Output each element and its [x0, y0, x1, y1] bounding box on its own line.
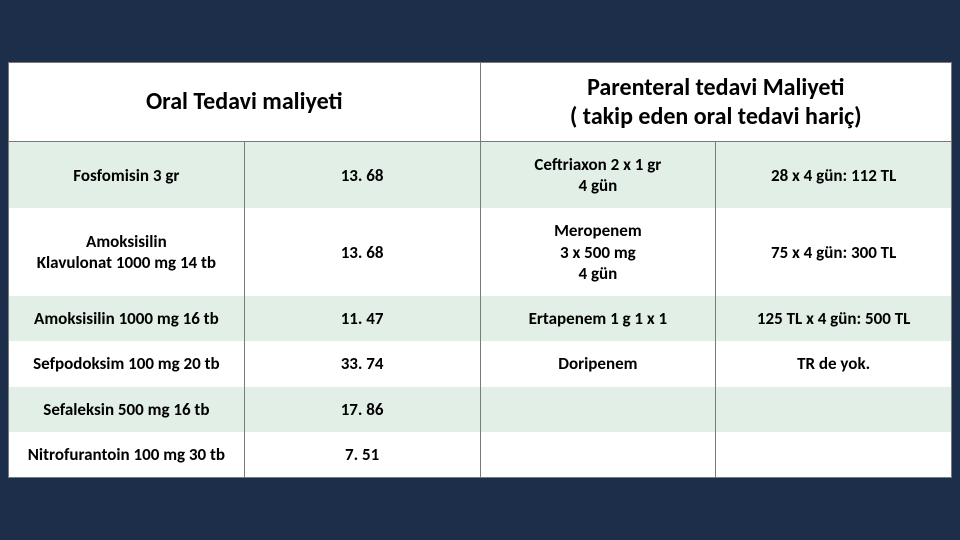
cost-comparison-table: Oral Tedavi maliyeti Parenteral tedavi M… [8, 62, 952, 478]
parenteral-cost-cell [716, 432, 952, 478]
cost-table-container: Oral Tedavi maliyeti Parenteral tedavi M… [8, 62, 952, 478]
table-row: Sefpodoksim 100 mg 20 tb 33. 74 Doripene… [9, 341, 952, 386]
table-row: Sefaleksin 500 mg 16 tb 17. 86 [9, 387, 952, 432]
table-row: Amoksisilin 1000 mg 16 tb 11. 47 Ertapen… [9, 296, 952, 341]
parenteral-cost-cell: 125 TL x 4 gün: 500 TL [716, 296, 952, 341]
parenteral-cost-cell: 75 x 4 gün: 300 TL [716, 208, 952, 296]
oral-cost-cell: 11. 47 [244, 296, 480, 341]
table-header: Oral Tedavi maliyeti Parenteral tedavi M… [9, 62, 952, 141]
parenteral-cost-cell: TR de yok. [716, 341, 952, 386]
table-row: Nitrofurantoin 100 mg 30 tb 7. 51 [9, 432, 952, 478]
oral-drug-cell: AmoksisilinKlavulonat 1000 mg 14 tb [9, 208, 245, 296]
oral-cost-cell: 17. 86 [244, 387, 480, 432]
table-body: Fosfomisin 3 gr 13. 68 Ceftriaxon 2 x 1 … [9, 141, 952, 477]
parenteral-drug-cell: Ceftriaxon 2 x 1 gr4 gün [480, 141, 716, 208]
table-row: Fosfomisin 3 gr 13. 68 Ceftriaxon 2 x 1 … [9, 141, 952, 208]
oral-cost-cell: 13. 68 [244, 208, 480, 296]
parenteral-cost-cell: 28 x 4 gün: 112 TL [716, 141, 952, 208]
oral-cost-cell: 7. 51 [244, 432, 480, 478]
oral-drug-cell: Nitrofurantoin 100 mg 30 tb [9, 432, 245, 478]
parenteral-drug-cell: Doripenem [480, 341, 716, 386]
parenteral-cost-cell [716, 387, 952, 432]
oral-cost-cell: 13. 68 [244, 141, 480, 208]
table-row: AmoksisilinKlavulonat 1000 mg 14 tb 13. … [9, 208, 952, 296]
oral-drug-cell: Sefpodoksim 100 mg 20 tb [9, 341, 245, 386]
oral-drug-cell: Fosfomisin 3 gr [9, 141, 245, 208]
oral-cost-cell: 33. 74 [244, 341, 480, 386]
header-parenteral: Parenteral tedavi Maliyeti( takip eden o… [480, 62, 952, 141]
header-row: Oral Tedavi maliyeti Parenteral tedavi M… [9, 62, 952, 141]
parenteral-drug-cell [480, 432, 716, 478]
oral-drug-cell: Sefaleksin 500 mg 16 tb [9, 387, 245, 432]
parenteral-drug-cell [480, 387, 716, 432]
header-oral: Oral Tedavi maliyeti [9, 62, 481, 141]
parenteral-drug-cell: Ertapenem 1 g 1 x 1 [480, 296, 716, 341]
parenteral-drug-cell: Meropenem3 x 500 mg4 gün [480, 208, 716, 296]
oral-drug-cell: Amoksisilin 1000 mg 16 tb [9, 296, 245, 341]
